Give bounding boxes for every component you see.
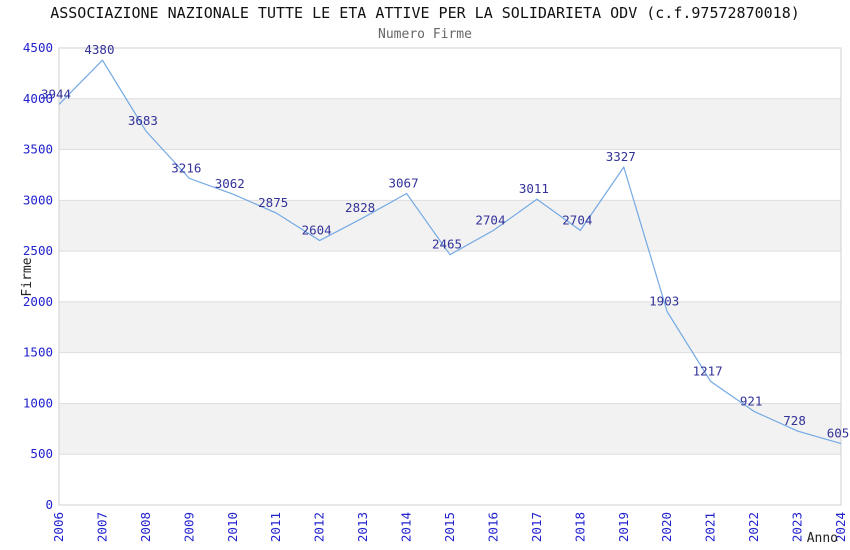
plot-band: [59, 48, 841, 99]
data-point-label: 3683: [128, 113, 158, 128]
data-point-label: 3011: [519, 181, 549, 196]
data-point-label: 2465: [432, 237, 462, 252]
plot-band: [59, 454, 841, 505]
y-tick-label: 3000: [23, 192, 53, 207]
plot-band: [59, 149, 841, 201]
data-point-label: 1217: [693, 363, 723, 378]
x-tick-label: 2024: [833, 512, 848, 542]
plot-band: [59, 403, 841, 455]
y-tick-label: 1500: [23, 345, 53, 360]
data-point-label: 605: [827, 426, 850, 441]
plot-band: [59, 251, 841, 302]
x-tick-label: 2017: [529, 512, 544, 542]
plot-border: [58, 47, 842, 506]
data-line: [58, 59, 842, 445]
y-tick-label: 0: [45, 497, 53, 512]
y-tick-label: 4000: [23, 91, 53, 106]
y-axis-title: Firme: [20, 257, 35, 296]
x-tick-label: 2023: [790, 512, 805, 542]
chart-title: ASSOCIAZIONE NAZIONALE TUTTE LE ETA ATTI…: [50, 4, 800, 22]
data-point-label: 2828: [345, 200, 375, 215]
plot-band: [59, 301, 841, 353]
data-point-label: 1903: [649, 294, 679, 309]
x-tick-label: 2016: [485, 512, 500, 542]
x-tick-label: 2021: [703, 512, 718, 542]
data-point-label: 728: [783, 413, 806, 428]
data-point-label: 3062: [215, 176, 245, 191]
data-point-label: 2875: [258, 195, 288, 210]
x-tick-label: 2010: [225, 512, 240, 542]
plot-band: [59, 98, 841, 150]
y-tick-label: 3500: [23, 142, 53, 157]
y-tick-label: 2500: [23, 243, 53, 258]
x-tick-label: 2011: [268, 512, 283, 542]
data-point-label: 3216: [171, 160, 201, 175]
plot-band: [59, 352, 841, 404]
x-tick-label: 2007: [94, 512, 109, 542]
x-tick-label: 2006: [51, 512, 66, 542]
data-point-label: 3944: [41, 86, 71, 101]
x-tick-label: 2022: [746, 512, 761, 542]
x-tick-label: 2014: [399, 512, 414, 542]
data-point-label: 2704: [475, 212, 505, 227]
x-axis-title: Anno: [807, 531, 838, 546]
data-point-label: 4380: [84, 42, 114, 57]
x-tick-label: 2020: [659, 512, 674, 542]
data-point-label: 3067: [389, 176, 419, 191]
plot-band: [59, 200, 841, 252]
x-tick-label: 2009: [181, 512, 196, 542]
x-tick-label: 2008: [138, 512, 153, 542]
data-point-label: 2604: [302, 223, 332, 238]
x-tick-label: 2013: [355, 512, 370, 542]
data-point-label: 921: [740, 393, 763, 408]
data-point-label: 3327: [606, 149, 636, 164]
y-tick-label: 4500: [23, 40, 53, 55]
x-tick-label: 2018: [572, 512, 587, 542]
y-tick-label: 2000: [23, 294, 53, 309]
chart-subtitle: Numero Firme: [378, 27, 472, 42]
y-tick-label: 1000: [23, 395, 53, 410]
y-tick-label: 500: [30, 446, 53, 461]
x-tick-label: 2019: [616, 512, 631, 542]
x-tick-label: 2015: [442, 512, 457, 542]
data-point-label: 2704: [562, 212, 592, 227]
x-tick-label: 2012: [312, 512, 327, 542]
